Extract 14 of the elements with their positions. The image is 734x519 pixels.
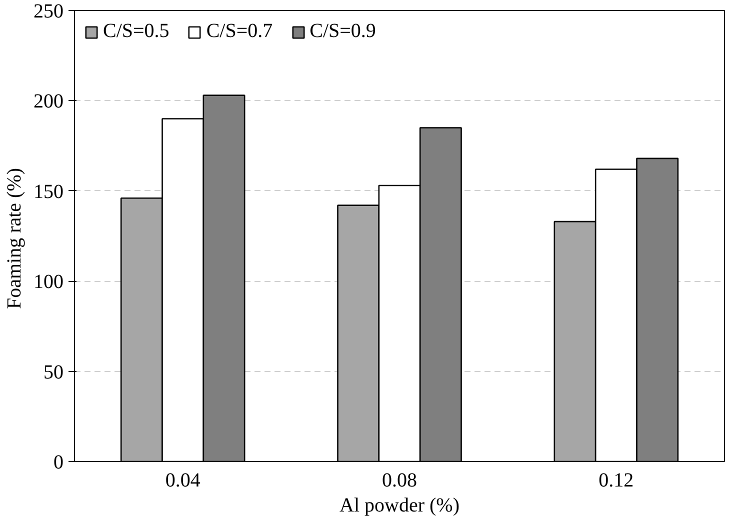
y-axis-title: Foaming rate (%) [4,168,26,310]
legend-label: C/S=0.9 [310,20,376,43]
y-tick-label: 100 [34,271,64,294]
x-tick-label: 0.04 [165,470,200,492]
y-tick-label: 50 [44,361,64,384]
y-tick-label: 0 [54,452,64,474]
x-axis-title: Al powder (%) [340,494,460,516]
legend-label: C/S=0.5 [103,20,170,43]
y-tick-label: 200 [34,90,64,113]
x-tick-label: 0.08 [382,470,417,492]
y-tick-label: 150 [34,180,64,203]
legend-label: C/S=0.7 [206,20,273,43]
y-tick-label: 250 [34,0,64,22]
x-tick-label: 0.12 [598,470,634,492]
